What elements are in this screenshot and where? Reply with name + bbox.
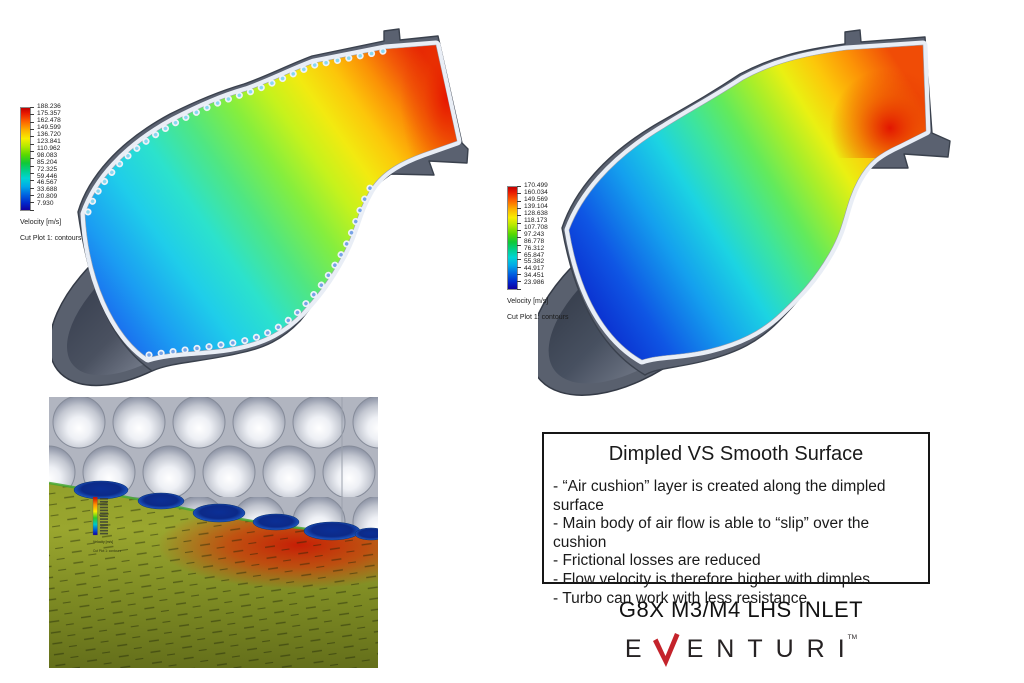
legend-value: 149.569 bbox=[524, 195, 548, 203]
legend-value: 136.720 bbox=[37, 130, 61, 138]
color-legend-dimpled: 188.236 175.357 162.478 149.599 136.720 … bbox=[20, 103, 82, 242]
legend-value: 76.312 bbox=[524, 244, 545, 252]
legend-caption: Cut Plot 1: contours bbox=[20, 235, 82, 242]
legend-value: 128.638 bbox=[524, 209, 548, 217]
legend-value: 118.173 bbox=[524, 216, 548, 224]
legend-value: 160.034 bbox=[524, 188, 548, 196]
color-legend-smooth: 170.499 160.034 149.569 139.104 128.638 … bbox=[507, 182, 569, 321]
legend-value: 59.446 bbox=[37, 172, 58, 180]
legend-value: 23.986 bbox=[524, 279, 545, 287]
legend-value: 170.499 bbox=[524, 182, 548, 189]
legend-unit-label: Velocity [m/s] bbox=[507, 298, 549, 305]
colorbar-ticks bbox=[30, 107, 34, 211]
legend-value: 55.382 bbox=[524, 258, 545, 266]
legend-value: 34.451 bbox=[524, 272, 545, 280]
bullet-item: - Main body of air flow is able to “slip… bbox=[553, 515, 870, 551]
comparison-info-box: Dimpled VS Smooth Surface - “Air cushion… bbox=[542, 432, 930, 607]
legend-value: 139.104 bbox=[524, 202, 548, 210]
legend-value: 20.809 bbox=[37, 193, 58, 201]
legend-value: 123.841 bbox=[37, 137, 61, 145]
brand-letter-e: E bbox=[624, 634, 655, 663]
legend-caption: Cut Plot 1: contours bbox=[507, 314, 569, 321]
legend-value: 86.778 bbox=[524, 237, 545, 245]
brand-letters-rest: ENTURI bbox=[686, 634, 858, 663]
info-box-title: Dimpled VS Smooth Surface bbox=[608, 443, 864, 465]
legend-value: 175.357 bbox=[37, 109, 61, 117]
dimple-closeup-render: Velocity [m/s] Cut Plot 1: contours bbox=[49, 397, 378, 668]
mini-color-legend: Velocity [m/s] Cut Plot 1: contours bbox=[92, 496, 121, 553]
colorbar-values: 170.499 160.034 149.569 139.104 128.638 … bbox=[524, 182, 548, 287]
eventuri-logo: E ENTURI TM bbox=[541, 630, 941, 668]
legend-value: 7.930 bbox=[37, 200, 54, 208]
colorbar-values: 188.236 175.357 162.478 149.599 136.720 … bbox=[37, 103, 61, 208]
legend-value: 188.236 bbox=[37, 103, 61, 110]
bullet-item: - Frictional losses are reduced bbox=[553, 552, 761, 570]
legend-value: 72.325 bbox=[37, 165, 58, 173]
product-title: G8X M3/M4 LHS INLET bbox=[618, 597, 864, 622]
smooth-duct-render bbox=[538, 29, 951, 396]
legend-value: 110.962 bbox=[37, 144, 61, 152]
legend-value: 107.708 bbox=[524, 223, 548, 231]
mini-legend-values bbox=[100, 498, 108, 535]
bullet-item: - Flow velocity is therefore higher with… bbox=[553, 570, 871, 588]
legend-value: 65.847 bbox=[524, 251, 545, 259]
legend-value: 162.478 bbox=[37, 116, 61, 124]
mini-legend-unit-label: Velocity [m/s] bbox=[93, 540, 113, 544]
legend-value: 97.243 bbox=[524, 230, 545, 238]
dimpled-duct-render bbox=[52, 28, 469, 387]
air-cushion-pockets bbox=[73, 480, 378, 541]
legend-value: 98.083 bbox=[37, 151, 58, 159]
legend-value: 44.917 bbox=[524, 265, 545, 273]
dimple-scallops bbox=[84, 47, 388, 359]
legend-value: 85.204 bbox=[37, 158, 58, 166]
bullet-item: - “Air cushion” layer is created along t… bbox=[553, 478, 886, 514]
info-box-bullets: - “Air cushion” layer is created along t… bbox=[544, 478, 928, 608]
legend-unit-label: Velocity [m/s] bbox=[20, 219, 62, 226]
legend-value: 33.688 bbox=[37, 186, 58, 194]
bullet-item: - Turbo can work with less resistance bbox=[553, 589, 808, 607]
legend-value: 149.599 bbox=[37, 123, 61, 131]
brand-red-v-icon bbox=[652, 633, 680, 667]
legend-value: 46.567 bbox=[37, 179, 58, 187]
brand-trademark: TM bbox=[847, 634, 858, 641]
mini-legend-caption: Cut Plot 1: contours bbox=[93, 549, 121, 553]
colorbar-ticks bbox=[517, 186, 521, 290]
